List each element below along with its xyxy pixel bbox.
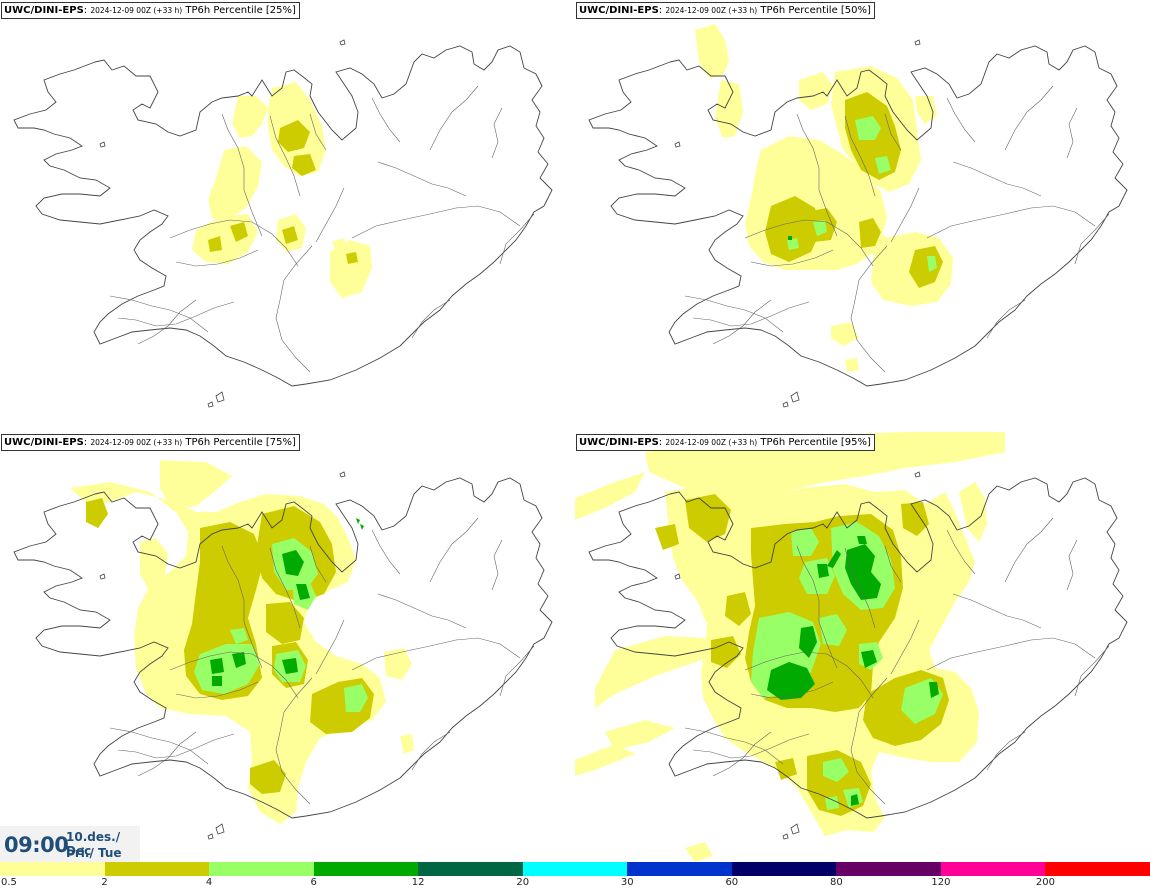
precip-field-95 — [575, 432, 1005, 862]
legend-tick-label: 12 — [411, 877, 425, 888]
variable-label: TP6h Percentile [50%] — [760, 5, 871, 16]
color-legend-ticks: 0.5 2 4 6 12 20 30 60 80 120 200 — [0, 876, 1150, 891]
panel-title: UWC/DINI-EPS: 2024-12-09 00Z (+33 h) TP6… — [1, 434, 300, 451]
legend-swatch — [627, 862, 732, 876]
legend-tick-label: 6 — [310, 877, 317, 888]
legend-tick-label: 80 — [829, 877, 843, 888]
map-panel-95: UWC/DINI-EPS: 2024-12-09 00Z (+33 h) TP6… — [575, 432, 1150, 864]
legend-tick-label: 30 — [620, 877, 634, 888]
variable-label: TP6h Percentile [95%] — [760, 437, 871, 448]
map-panel-25: UWC/DINI-EPS: 2024-12-09 00Z (+33 h) TP6… — [0, 0, 575, 432]
legend-tick-label: 60 — [725, 877, 739, 888]
color-legend — [0, 862, 1150, 876]
panel-title: UWC/DINI-EPS: 2024-12-09 00Z (+33 h) TP6… — [576, 434, 875, 451]
variable-label: TP6h Percentile [25%] — [185, 5, 296, 16]
panel-title: UWC/DINI-EPS: 2024-12-09 00Z (+33 h) TP6… — [1, 2, 300, 19]
model-name: UWC/DINI-EPS — [579, 5, 659, 16]
precip-map-25 — [13, 39, 553, 408]
legend-swatch — [1045, 862, 1150, 876]
valid-date: 10.des./ Dec — [66, 830, 121, 858]
legend-tick-label: 0.5 — [1, 877, 17, 888]
run-time: 2024-12-09 00Z (+33 h) — [90, 438, 183, 447]
legend-tick-label: 4 — [205, 877, 213, 888]
legend-tick-label: 120 — [931, 877, 951, 888]
valid-time: 09:00 — [4, 833, 69, 857]
precip-map-95 — [575, 432, 1128, 862]
model-name: UWC/DINI-EPS — [4, 437, 84, 448]
legend-tick-label: 20 — [516, 877, 530, 888]
legend-tick-label: 2 — [101, 877, 108, 888]
precip-field-50 — [695, 24, 953, 372]
run-time: 2024-12-09 00Z (+33 h) — [90, 6, 183, 15]
panel-title: UWC/DINI-EPS: 2024-12-09 00Z (+33 h) TP6… — [576, 2, 875, 19]
precip-map-75 — [13, 460, 553, 840]
precip-field-25 — [192, 82, 372, 298]
model-name: UWC/DINI-EPS — [4, 5, 84, 16]
legend-swatch — [0, 862, 105, 876]
run-time: 2024-12-09 00Z (+33 h) — [665, 6, 758, 15]
valid-weekday: Þri./ Tue — [66, 846, 122, 860]
legend-swatch — [836, 862, 941, 876]
precip-map-50 — [588, 24, 1128, 408]
legend-swatch — [522, 862, 628, 876]
legend-swatch — [731, 862, 837, 876]
legend-swatch — [209, 862, 314, 876]
legend-tick-label: 200 — [1035, 877, 1055, 888]
map-panel-75: UWC/DINI-EPS: 2024-12-09 00Z (+33 h) TP6… — [0, 432, 575, 864]
precip-field-75 — [70, 460, 414, 824]
model-name: UWC/DINI-EPS — [579, 437, 659, 448]
legend-swatch — [418, 862, 523, 876]
variable-label: TP6h Percentile [75%] — [185, 437, 296, 448]
map-panel-50: UWC/DINI-EPS: 2024-12-09 00Z (+33 h) TP6… — [575, 0, 1150, 432]
valid-time-box: 09:00 10.des./ Dec Þri./ Tue — [0, 826, 140, 862]
legend-swatch — [313, 862, 419, 876]
legend-swatch — [104, 862, 210, 876]
legend-swatch — [940, 862, 1046, 876]
run-time: 2024-12-09 00Z (+33 h) — [665, 438, 758, 447]
